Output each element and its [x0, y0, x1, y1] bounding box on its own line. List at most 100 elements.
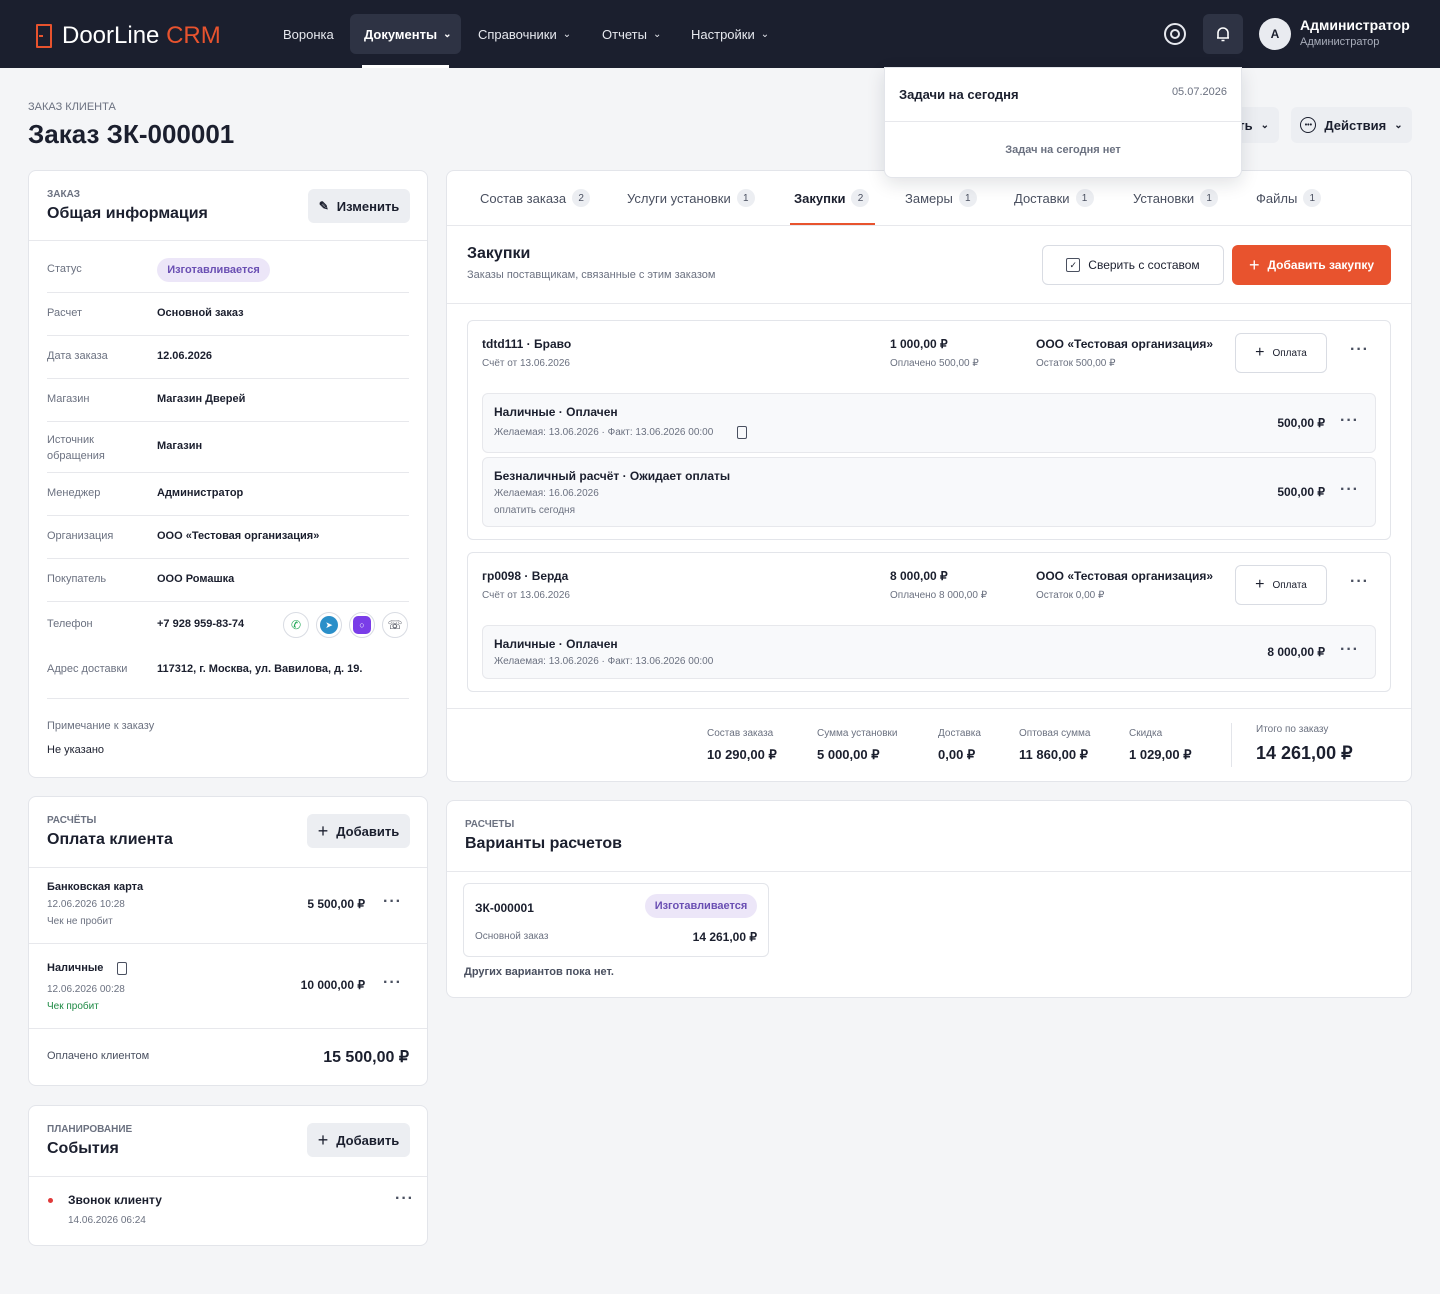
more-icon[interactable]: ···	[1340, 641, 1359, 658]
nav-funnel[interactable]: Воронка	[283, 26, 334, 42]
tab-measurements[interactable]: Замеры 1	[905, 189, 977, 207]
more-icon[interactable]: ···	[383, 974, 402, 991]
add-order-payment-button[interactable]: + Оплата	[1235, 565, 1327, 605]
nav-documents[interactable]: Документы ⌄	[350, 14, 461, 54]
avatar[interactable]: A	[1259, 18, 1291, 50]
tab-purchases[interactable]: Закупки 2	[794, 189, 870, 207]
row-value-org: ООО «Тестовая организация»	[157, 530, 320, 542]
row-label-date: Дата заказа	[47, 350, 108, 362]
more-icon[interactable]: ···	[383, 893, 402, 910]
row-label-address: Адрес доставки	[47, 663, 128, 675]
order-name[interactable]: гр0098 · Верда	[482, 569, 569, 583]
order-name[interactable]: tdtd111 · Браво	[482, 337, 572, 351]
order-paid: Оплачено 500,00 ₽	[890, 358, 979, 369]
notifications-button[interactable]	[1203, 14, 1243, 54]
paid-total-value: 15 500,00 ₽	[323, 1049, 409, 1066]
payment-amount: 5 500,00 ₽	[307, 897, 365, 911]
nav-reports[interactable]: Отчеты ⌄	[602, 26, 662, 42]
row-label-store: Магазин	[47, 393, 90, 405]
tab-files[interactable]: Файлы 1	[1256, 189, 1322, 207]
variants-section-label: РАСЧЕТЫ	[465, 819, 515, 830]
order-payment-title: Наличные · Оплачен	[494, 637, 618, 651]
plus-icon: +	[1255, 344, 1265, 361]
nav-settings[interactable]: Настройки ⌄	[691, 26, 770, 42]
whatsapp-icon[interactable]: ✆	[283, 612, 309, 638]
order-amount: 8 000,00 ₽	[890, 569, 948, 583]
status-badge: Изготавливается	[157, 258, 270, 282]
user-name[interactable]: Администратор	[1300, 17, 1410, 33]
edit-button[interactable]: ✎ Изменить	[308, 189, 410, 223]
tab-composition[interactable]: Состав заказа 2	[480, 189, 591, 207]
bell-icon	[1217, 27, 1229, 42]
logo[interactable]: DoorLine CRM	[36, 22, 221, 50]
total-value: 5 000,00 ₽	[817, 747, 880, 762]
nav-references[interactable]: Справочники ⌄	[478, 26, 572, 42]
more-icon[interactable]: ···	[1340, 412, 1359, 429]
page-subtitle: ЗАКАЗ КЛИЕНТА	[28, 101, 116, 113]
chevron-down-icon: ⌄	[1260, 119, 1269, 131]
order-payment-amount: 500,00 ₽	[1277, 485, 1325, 499]
payments-section-label: РАСЧЁТЫ	[47, 815, 97, 826]
viber-icon[interactable]: ○	[349, 612, 375, 638]
row-value-date: 12.06.2026	[157, 350, 213, 362]
tab-active-underline	[790, 223, 875, 225]
total-label: Сумма установки	[817, 728, 898, 739]
tab-deliveries[interactable]: Доставки 1	[1014, 189, 1094, 207]
purchases-subtitle: Заказы поставщикам, связанные с этим зак…	[467, 269, 716, 281]
order-payment-item: Наличные · Оплачен Желаемая: 13.06.2026 …	[482, 625, 1376, 679]
chevron-down-icon: ⌄	[562, 28, 572, 40]
info-title: Общая информация	[47, 205, 208, 222]
order-payment-detail: Желаемая: 13.06.2026 · Факт: 13.06.2026 …	[494, 656, 714, 667]
order-payment-note: оплатить сегодня	[494, 505, 575, 516]
phone-icon[interactable]: ☏	[382, 612, 408, 638]
order-payment-title: Наличные · Оплачен	[494, 405, 618, 419]
order-amount: 1 000,00 ₽	[890, 337, 948, 351]
more-icon[interactable]: ···	[395, 1190, 414, 1207]
notifications-date: 05.07.2026	[1171, 86, 1227, 98]
event-date: 14.06.2026 06:24	[68, 1215, 146, 1226]
pencil-icon: ✎	[318, 199, 329, 213]
variant-id: ЗК-000001	[475, 901, 534, 915]
document-icon[interactable]	[737, 426, 747, 439]
order-rest: Остаток 0,00 ₽	[1036, 590, 1105, 601]
row-value-store: Магазин Дверей	[157, 393, 246, 405]
payments-title: Оплата клиента	[47, 831, 173, 848]
notifications-empty: Задач на сегодня нет	[1005, 144, 1121, 156]
chevron-down-icon: ⌄	[443, 28, 452, 40]
row-label-source: Источник обращения	[47, 434, 105, 462]
add-payment-button[interactable]: + Добавить	[307, 814, 410, 848]
events-section-label: ПЛАНИРОВАНИЕ	[47, 1124, 133, 1135]
more-icon[interactable]: ···	[1340, 481, 1359, 498]
logo-accent: CRM	[166, 22, 221, 49]
order-payment-detail: Желаемая: 16.06.2026	[494, 488, 599, 499]
plus-icon: +	[1255, 576, 1265, 593]
variant-card[interactable]: ЗК-000001 Изготавливается Основной заказ…	[463, 883, 769, 957]
add-order-payment-button[interactable]: + Оплата	[1235, 333, 1327, 373]
payment-date: 12.06.2026 10:28	[47, 899, 125, 910]
row-value-phone[interactable]: +7 928 959-83-74	[157, 618, 245, 630]
event-name[interactable]: Звонок клиенту	[68, 1193, 162, 1207]
add-purchase-button[interactable]: + Добавить закупку	[1232, 245, 1391, 285]
event-dot-icon	[48, 1198, 53, 1203]
status-badge: Изготавливается	[645, 894, 757, 918]
total-label: Состав заказа	[707, 728, 774, 739]
tab-installations[interactable]: Установки 1	[1133, 189, 1219, 207]
row-value-buyer: ООО Ромашка	[157, 573, 235, 585]
check-composition-button[interactable]: ✓ Сверить с составом	[1042, 245, 1224, 285]
help-icon[interactable]	[1164, 23, 1186, 45]
order-invoice: Счёт от 13.06.2026	[482, 590, 570, 601]
main-card: Состав заказа 2 Услуги установки 1 Закупки…	[446, 170, 1412, 782]
events-card: ПЛАНИРОВАНИЕ События + Добавить Звонок кл…	[28, 1105, 428, 1246]
tab-install-services[interactable]: Услуги установки 1	[627, 189, 755, 207]
row-label-phone: Телефон	[47, 618, 93, 630]
more-icon[interactable]: ···	[1350, 341, 1369, 358]
notifications-title: Задачи на сегодня	[899, 87, 1019, 102]
actions-button[interactable]: ••• Действия ⌄	[1291, 107, 1412, 143]
payment-date: 12.06.2026 00:28	[47, 984, 125, 995]
more-icon[interactable]: ···	[1350, 573, 1369, 590]
add-event-button[interactable]: + Добавить	[307, 1123, 410, 1157]
telegram-icon[interactable]: ➤	[316, 612, 342, 638]
order-payment-amount: 500,00 ₽	[1277, 416, 1325, 430]
order-payment-amount: 8 000,00 ₽	[1267, 645, 1325, 659]
grand-total-value: 14 261,00 ₽	[1256, 743, 1353, 763]
